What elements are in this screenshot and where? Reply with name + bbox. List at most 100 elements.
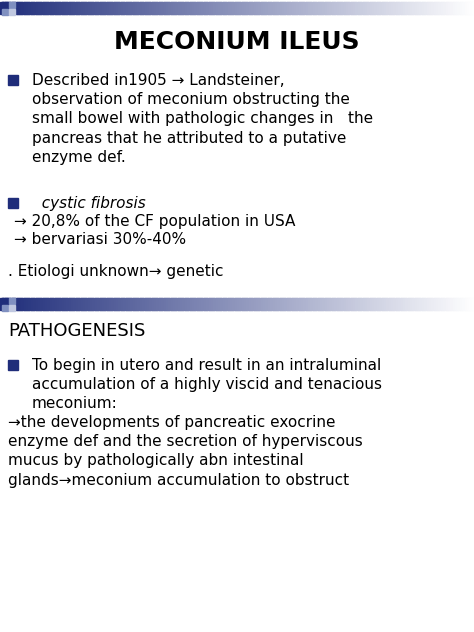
Bar bbox=[45, 2, 48, 14]
Bar bbox=[270, 298, 273, 310]
Bar bbox=[43, 2, 46, 14]
Bar bbox=[190, 298, 193, 310]
Bar bbox=[417, 2, 420, 14]
Bar bbox=[164, 2, 167, 14]
Bar bbox=[5, 2, 8, 14]
Bar bbox=[173, 298, 176, 310]
Bar bbox=[405, 298, 409, 310]
Bar bbox=[341, 2, 345, 14]
Bar bbox=[306, 2, 309, 14]
Bar bbox=[19, 2, 22, 14]
Bar bbox=[64, 2, 67, 14]
Bar bbox=[431, 298, 435, 310]
Bar bbox=[339, 298, 342, 310]
Bar bbox=[135, 2, 138, 14]
Bar bbox=[462, 2, 465, 14]
Bar bbox=[405, 2, 409, 14]
Bar bbox=[147, 298, 150, 310]
Bar bbox=[424, 2, 428, 14]
Bar bbox=[398, 298, 401, 310]
Bar bbox=[389, 2, 392, 14]
Bar bbox=[287, 298, 290, 310]
Bar bbox=[396, 2, 399, 14]
Bar bbox=[431, 2, 435, 14]
Bar bbox=[408, 2, 411, 14]
Bar bbox=[280, 2, 283, 14]
Bar bbox=[256, 2, 259, 14]
Bar bbox=[95, 2, 98, 14]
Bar bbox=[457, 2, 461, 14]
Bar bbox=[401, 298, 404, 310]
Bar bbox=[242, 298, 245, 310]
Bar bbox=[379, 298, 383, 310]
Bar bbox=[469, 2, 473, 14]
Bar bbox=[85, 298, 89, 310]
Bar bbox=[235, 2, 238, 14]
Bar bbox=[228, 2, 231, 14]
Bar bbox=[450, 2, 454, 14]
Bar bbox=[237, 298, 240, 310]
Bar bbox=[21, 2, 25, 14]
Bar bbox=[374, 2, 378, 14]
Bar bbox=[73, 298, 77, 310]
Bar bbox=[372, 298, 375, 310]
Bar bbox=[171, 2, 174, 14]
Bar bbox=[114, 2, 117, 14]
Bar bbox=[40, 298, 44, 310]
Bar bbox=[102, 2, 105, 14]
Bar bbox=[140, 2, 143, 14]
Bar bbox=[126, 298, 129, 310]
Bar bbox=[360, 2, 364, 14]
Bar bbox=[332, 298, 335, 310]
Bar bbox=[403, 2, 406, 14]
Bar bbox=[192, 298, 195, 310]
Bar bbox=[398, 2, 401, 14]
Bar bbox=[31, 2, 34, 14]
Bar bbox=[443, 298, 447, 310]
Bar bbox=[159, 298, 162, 310]
Bar bbox=[261, 2, 264, 14]
Bar bbox=[118, 2, 122, 14]
Bar bbox=[348, 298, 352, 310]
Bar bbox=[367, 2, 371, 14]
Bar bbox=[178, 2, 181, 14]
Bar bbox=[318, 298, 321, 310]
Bar bbox=[268, 298, 271, 310]
Bar bbox=[308, 2, 311, 14]
Bar bbox=[419, 298, 423, 310]
Bar bbox=[334, 2, 337, 14]
Bar bbox=[415, 2, 418, 14]
Bar bbox=[123, 298, 127, 310]
Bar bbox=[83, 2, 86, 14]
Bar bbox=[332, 2, 335, 14]
Bar bbox=[100, 2, 103, 14]
Bar bbox=[201, 2, 205, 14]
Bar bbox=[239, 298, 243, 310]
Bar bbox=[246, 2, 250, 14]
Bar bbox=[382, 298, 385, 310]
Bar bbox=[192, 2, 195, 14]
Bar bbox=[145, 2, 148, 14]
Bar bbox=[24, 298, 27, 310]
Bar bbox=[367, 298, 371, 310]
Bar bbox=[206, 2, 210, 14]
Bar bbox=[83, 298, 86, 310]
Bar bbox=[287, 2, 290, 14]
Bar bbox=[455, 298, 458, 310]
Bar bbox=[469, 298, 473, 310]
Bar bbox=[277, 2, 281, 14]
Bar bbox=[185, 298, 188, 310]
Bar bbox=[187, 298, 191, 310]
Bar bbox=[386, 2, 390, 14]
Bar bbox=[194, 2, 198, 14]
Bar bbox=[261, 298, 264, 310]
Bar bbox=[128, 298, 131, 310]
Bar bbox=[9, 305, 15, 311]
Bar bbox=[21, 298, 25, 310]
Bar bbox=[130, 2, 134, 14]
Bar bbox=[344, 2, 347, 14]
Text: To begin in utero and result in an intraluminal
accumulation of a highly viscid : To begin in utero and result in an intra… bbox=[32, 358, 382, 411]
Bar bbox=[239, 2, 243, 14]
Bar bbox=[438, 298, 442, 310]
Bar bbox=[128, 2, 131, 14]
